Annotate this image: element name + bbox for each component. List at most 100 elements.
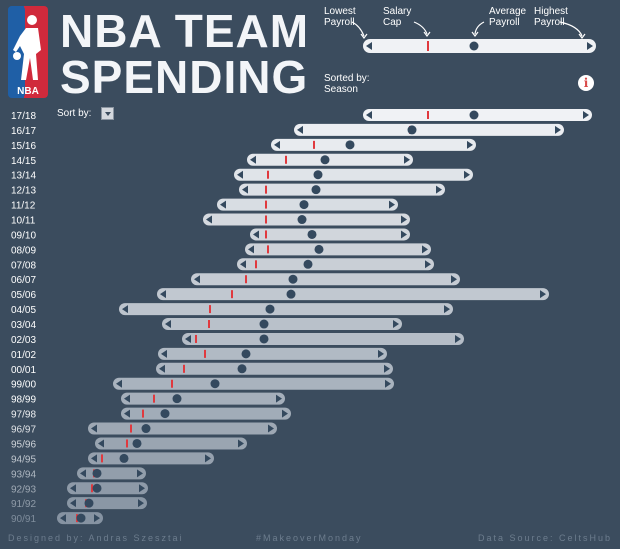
legend-lowest-label: Lowest Payroll [324, 6, 356, 28]
season-label: 16/17 [11, 126, 36, 137]
legend-bar[interactable] [363, 39, 596, 53]
row-bar[interactable] [67, 497, 147, 510]
row-bar[interactable] [191, 273, 460, 286]
row-lowest-marker [116, 379, 122, 388]
row-bar[interactable] [119, 303, 453, 316]
row-average-dot [313, 170, 323, 180]
row-salary-cap-marker [313, 140, 315, 149]
row-average-dot [297, 215, 307, 225]
row-lowest-marker [297, 125, 303, 134]
row-highest-marker [393, 320, 399, 329]
row-lowest-marker [124, 409, 130, 418]
season-label: 07/08 [11, 260, 36, 271]
row-highest-marker [444, 305, 450, 314]
row-bar[interactable] [162, 318, 402, 331]
season-label: 95/96 [11, 439, 36, 450]
row-bar[interactable] [239, 183, 445, 196]
row-bar[interactable] [247, 153, 413, 166]
legend-cap-arrow [413, 21, 428, 35]
row-highest-marker [555, 125, 561, 134]
row-highest-marker [205, 454, 211, 463]
row-bar[interactable] [77, 467, 146, 480]
row-highest-marker [422, 245, 428, 254]
row-average-dot [469, 110, 479, 120]
legend-arrowhead [578, 33, 586, 39]
row-average-dot [76, 513, 86, 523]
row-lowest-marker [253, 230, 259, 239]
row-lowest-marker [165, 320, 171, 329]
row-lowest-marker [250, 155, 256, 164]
row-bar[interactable] [88, 452, 214, 465]
row-lowest-marker [124, 394, 130, 403]
legend-average-label: Average Payroll [489, 6, 527, 28]
row-highest-marker [455, 334, 461, 343]
row-highest-marker [238, 439, 244, 448]
legend-salary-cap-marker [427, 41, 429, 51]
title-line-2: SPENDING [60, 51, 309, 103]
season-label: 96/97 [11, 425, 36, 436]
season-label: 01/02 [11, 350, 36, 361]
row-highest-marker [540, 290, 546, 299]
season-label: 06/07 [11, 275, 36, 286]
row-highest-marker [401, 215, 407, 224]
row-average-dot [320, 155, 330, 165]
row-average-dot [84, 498, 94, 508]
row-bar[interactable] [113, 377, 394, 390]
row-salary-cap-marker [231, 290, 233, 299]
row-bar[interactable] [182, 332, 464, 345]
row-bar[interactable] [158, 347, 387, 360]
row-highest-marker [276, 394, 282, 403]
row-salary-cap-marker [267, 170, 269, 179]
row-bar[interactable] [156, 362, 393, 375]
row-bar[interactable] [237, 258, 434, 271]
row-salary-cap-marker [142, 409, 144, 418]
row-salary-cap-marker [130, 424, 132, 433]
season-label: 94/95 [11, 454, 36, 465]
row-lowest-marker [220, 200, 226, 209]
row-bar[interactable] [67, 482, 148, 495]
footer-source: Data Source: CeltsHub [477, 533, 612, 543]
season-label: 13/14 [11, 171, 36, 182]
row-salary-cap-marker [265, 230, 267, 239]
sort-dropdown[interactable] [101, 107, 114, 120]
season-label: 98/99 [11, 395, 36, 406]
row-highest-marker [94, 514, 100, 523]
row-bar[interactable] [271, 138, 476, 151]
season-label: 12/13 [11, 186, 36, 197]
season-label: 00/01 [11, 365, 36, 376]
row-lowest-marker [91, 424, 97, 433]
row-average-dot [237, 364, 247, 374]
row-average-dot [92, 483, 102, 493]
row-bar[interactable] [121, 392, 285, 405]
row-salary-cap-marker [153, 394, 155, 403]
row-lowest-marker [122, 305, 128, 314]
info-icon[interactable]: i [578, 75, 594, 91]
row-bar[interactable] [245, 243, 431, 256]
legend-average-dot [469, 41, 479, 51]
footer-hashtag: #MakeoverMonday [256, 533, 363, 543]
row-salary-cap-marker [255, 260, 257, 269]
season-label: 93/94 [11, 469, 36, 480]
row-bar[interactable] [250, 228, 410, 241]
row-highest-marker [583, 111, 589, 119]
row-salary-cap-marker [265, 200, 267, 209]
row-bar[interactable] [157, 288, 549, 301]
season-label: 99/00 [11, 380, 36, 391]
row-bar[interactable] [234, 168, 473, 181]
row-average-dot [259, 319, 269, 329]
row-salary-cap-marker [209, 305, 211, 314]
nba-logo-icon: NBA [8, 6, 48, 98]
row-bar[interactable] [121, 407, 291, 420]
row-highest-marker [436, 185, 442, 194]
row-bar[interactable] [95, 437, 247, 450]
row-lowest-marker [159, 364, 165, 373]
row-average-dot [307, 229, 317, 239]
row-bar[interactable] [294, 123, 564, 136]
row-highest-marker [451, 275, 457, 284]
season-label: 11/12 [11, 201, 36, 212]
row-bar[interactable] [88, 422, 277, 435]
row-salary-cap-marker [101, 454, 103, 463]
row-highest-marker [378, 349, 384, 358]
row-average-dot [303, 259, 313, 269]
row-highest-marker [139, 484, 145, 493]
